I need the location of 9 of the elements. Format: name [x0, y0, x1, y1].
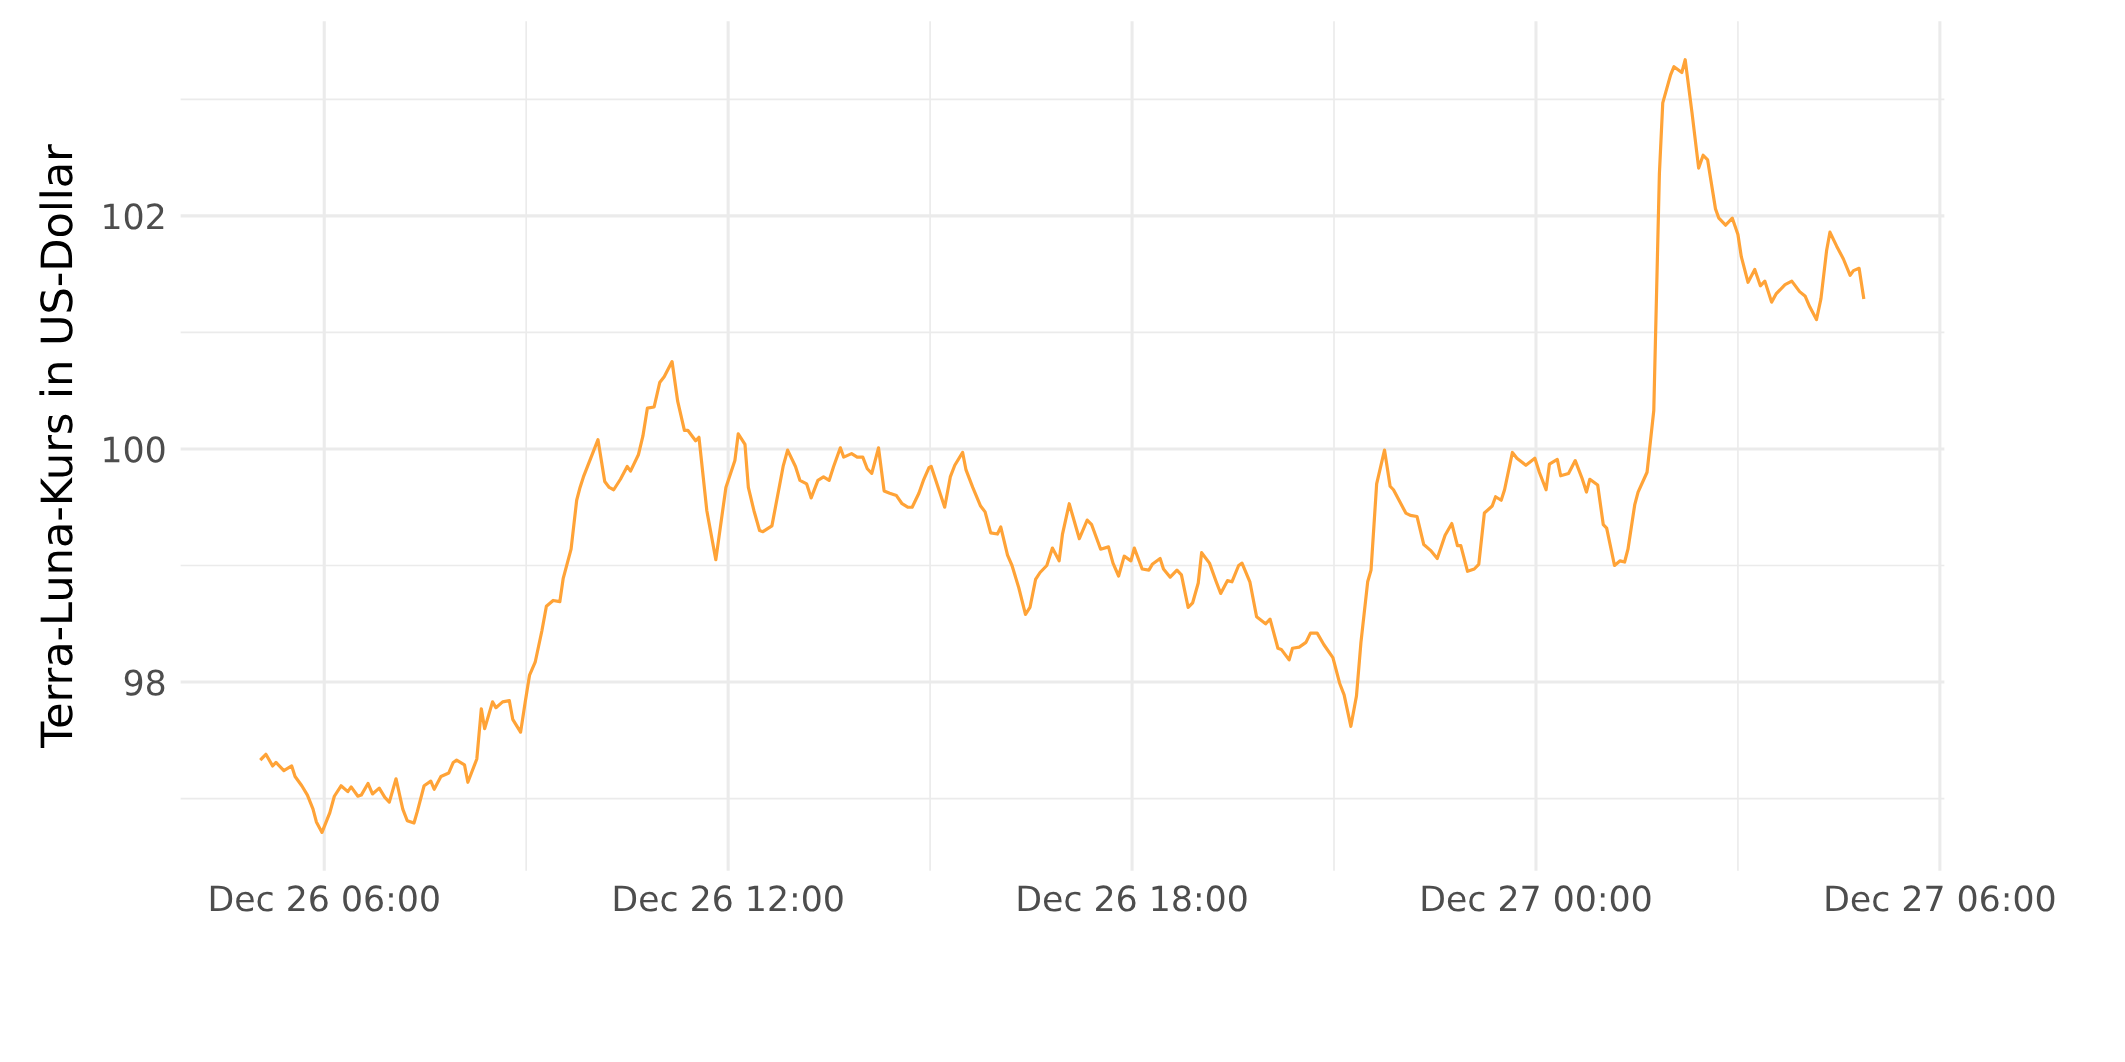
x-tick-label: Dec 26 12:00 [614, 885, 843, 912]
y-tick-label: 102 [104, 203, 164, 230]
y-tick-label: 98 [124, 669, 165, 696]
x-tick-label: Dec 26 06:00 [210, 885, 439, 912]
x-tick-label: Dec 27 00:00 [1422, 885, 1651, 912]
x-tick-label: Dec 27 06:00 [1826, 885, 2055, 912]
y-tick-label: 100 [104, 436, 165, 463]
x-tick-label: Dec 26 18:00 [1018, 885, 1247, 912]
y-axis-title: Terra-Luna-Kurs in US-Dollar [39, 144, 73, 749]
